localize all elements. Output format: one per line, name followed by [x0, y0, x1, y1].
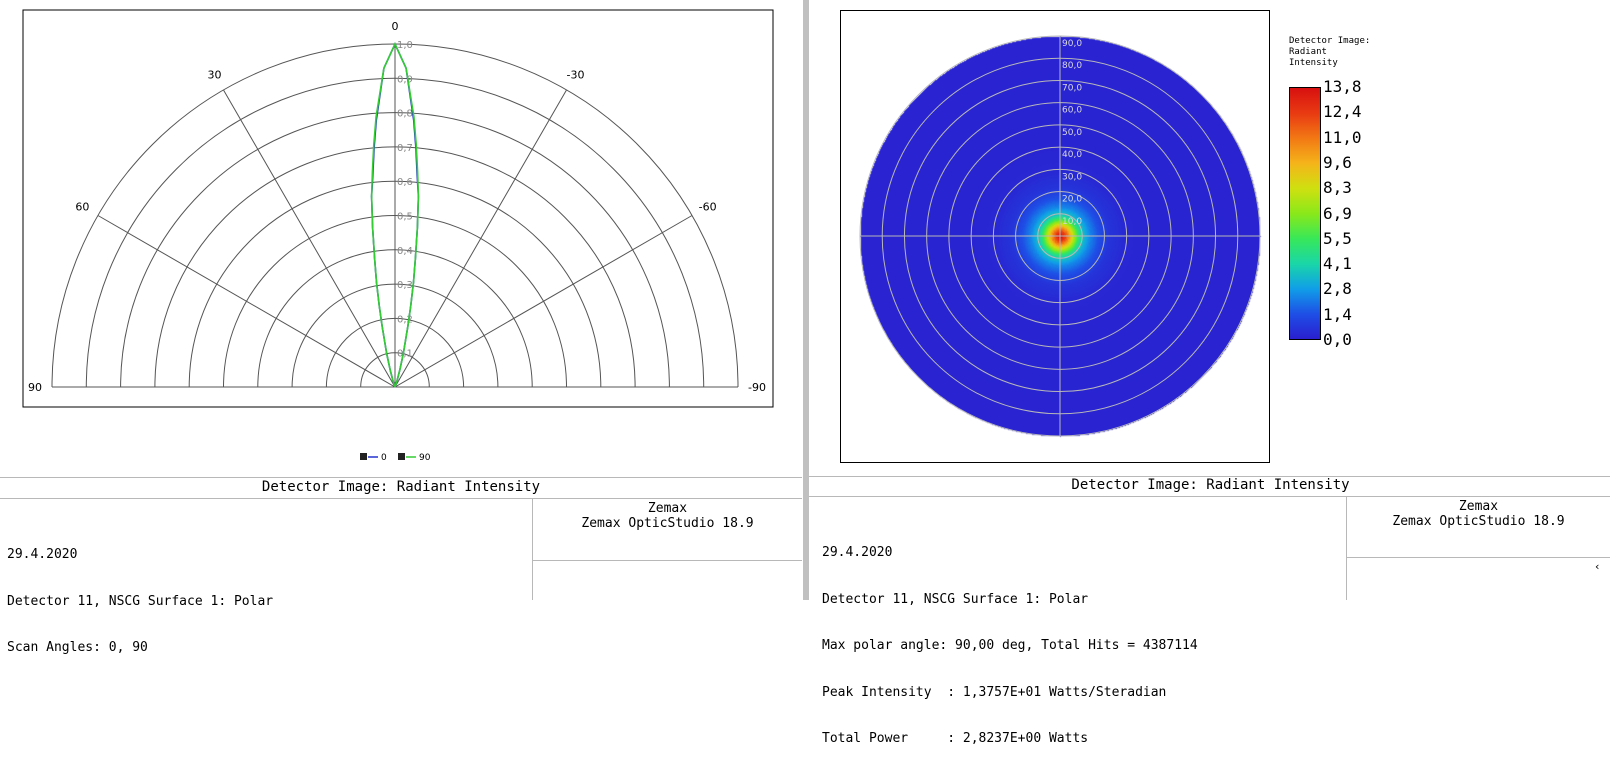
colorbar-title-line: Radiant — [1289, 47, 1327, 57]
angle-tick-label: 60 — [75, 201, 89, 214]
angle-tick-label: 90 — [28, 381, 42, 394]
radial-tick-label: 0,8 — [397, 109, 413, 120]
angle-tick-label: -60 — [699, 201, 717, 214]
radial-labels: 0,1 0,2 0,3 0,4 0,5 0,6 0,7 0,8 0,9 1,0 — [397, 40, 413, 360]
title-rule-top — [0, 477, 802, 478]
info-date: 29.4.2020 — [7, 547, 78, 562]
angle-labels: 0 30 -30 60 -60 90 -90 — [28, 20, 766, 394]
ring-label: 30,0 — [1062, 172, 1082, 182]
brand-box-left-edge — [532, 498, 533, 600]
info-max-polar-angle: Max polar angle: 90,00 deg, Total Hits =… — [822, 638, 1198, 653]
colorbar — [1289, 87, 1321, 340]
left-panel: 0 30 -30 60 -60 90 -90 0,1 0,2 0,3 0,4 0,5 0,6 0,7 0,… — [0, 0, 802, 655]
corner-mark: ‹ — [1594, 560, 1601, 573]
ring-label: 80,0 — [1062, 61, 1082, 71]
brand-box: Zemax Zemax OpticStudio 18.9 — [1347, 499, 1610, 529]
left-info-block: 29.4.2020 Detector 11, NSCG Surface 1: P… — [7, 516, 273, 687]
radial-tick-label: 0,2 — [397, 314, 413, 325]
legend: 0 90 — [360, 453, 431, 463]
info-detector: Detector 11, NSCG Surface 1: Polar — [822, 591, 1089, 607]
radial-tick-label: 0,1 — [397, 349, 413, 360]
right-info-block: 29.4.2020 Detector 11, NSCG Surface 1: P… — [822, 514, 1198, 778]
colorbar-tick-label: 1,4 — [1323, 304, 1352, 324]
radial-tick-label: 1,0 — [397, 40, 413, 51]
spoke-line — [394, 89, 567, 388]
ring-label: 10,0 — [1062, 217, 1082, 227]
colorbar-tick-label: 2,8 — [1323, 279, 1352, 299]
colorbar-tick-label: 12,4 — [1323, 102, 1362, 122]
brand-product: Zemax OpticStudio 18.9 — [1392, 514, 1565, 529]
detector-grid-overlay: 10,0 20,0 30,0 40,0 50,0 60,0 70,0 80,0 90,0 — [859, 35, 1261, 437]
brand-company: Zemax — [647, 501, 688, 516]
series-group — [370, 42, 420, 388]
panel-divider — [803, 0, 809, 600]
angle-tick-label: -90 — [748, 381, 766, 394]
info-peak-intensity: Peak Intensity : 1,3757E+01 Watts/Sterad… — [822, 684, 1167, 700]
brand-box-bottom — [532, 560, 802, 561]
brand-box: Zemax Zemax OpticStudio 18.9 — [533, 501, 802, 531]
radial-tick-label: 0,4 — [397, 246, 413, 257]
spoke-line — [97, 215, 396, 388]
angle-tick-label: 0 — [392, 20, 399, 33]
colorbar-title-line: Detector Image: — [1289, 36, 1371, 46]
colorbar-tick-label: 4,1 — [1323, 254, 1352, 274]
ring-label: 20,0 — [1062, 195, 1082, 205]
legend-label: 90 — [419, 453, 431, 463]
title-rule-top — [809, 476, 1610, 477]
colorbar-ticks: 13,8 12,4 11,0 9,6 8,3 6,9 5,5 4,1 2,8 1,4 0,0 — [1323, 79, 1383, 348]
title-rule-bottom — [0, 498, 802, 499]
colorbar-title: Detector Image: Radiant Intensity — [1289, 36, 1370, 69]
colorbar-tick-label: 0,0 — [1323, 330, 1352, 349]
legend-label: 0 — [381, 453, 387, 463]
right-panel: 10,0 20,0 30,0 40,0 50,0 60,0 70,0 80,0 90,0 Det… — [809, 0, 1610, 746]
radial-tick-label: 0,7 — [397, 143, 413, 154]
angle-tick-label: -30 — [567, 68, 585, 81]
info-detector: Detector 11, NSCG Surface 1: Polar — [7, 593, 274, 609]
ring-label: 50,0 — [1062, 128, 1082, 138]
radial-tick-label: 0,6 — [397, 177, 413, 188]
brand-box-bottom — [1346, 557, 1610, 558]
left-panel-title: Detector Image: Radiant Intensity — [261, 479, 541, 495]
colorbar-tick-label: 11,0 — [1323, 127, 1362, 147]
ring-label: 40,0 — [1062, 150, 1082, 160]
plot-frame — [22, 9, 774, 408]
colorbar-title-line: Intensity — [1289, 58, 1338, 68]
angle-tick-label: 30 — [208, 68, 222, 81]
ring-label: 60,0 — [1062, 106, 1082, 116]
ring-label: 70,0 — [1062, 83, 1082, 93]
radial-tick-label: 0,5 — [397, 212, 413, 223]
colorbar-tick-label: 9,6 — [1323, 152, 1352, 172]
colorbar-tick-label: 8,3 — [1323, 178, 1352, 198]
title-rule-bottom — [809, 496, 1610, 497]
info-total-power: Total Power : 2,8237E+00 Watts — [822, 731, 1089, 746]
colorbar-tick-label: 5,5 — [1323, 228, 1352, 248]
info-scan-angles: Scan Angles: 0, 90 — [7, 640, 148, 655]
radial-tick-label: 0,9 — [397, 74, 413, 85]
legend-marker — [398, 453, 405, 460]
polar-grid — [51, 43, 739, 388]
colorbar-tick-label: 13,8 — [1323, 77, 1362, 96]
spoke-line — [223, 89, 396, 388]
colorbar-tick-label: 6,9 — [1323, 203, 1352, 223]
spoke-line — [394, 215, 693, 388]
brand-company: Zemax — [1458, 499, 1499, 514]
ring-label: 90,0 — [1062, 39, 1082, 49]
legend-marker — [360, 453, 367, 460]
brand-box-left-edge — [1346, 496, 1347, 600]
legend-item: 0 — [360, 453, 387, 463]
series-line-90 — [370, 42, 420, 388]
info-date: 29.4.2020 — [822, 545, 893, 560]
right-panel-title: Detector Image: Radiant Intensity — [1071, 477, 1350, 493]
radial-tick-label: 0,3 — [397, 280, 413, 291]
legend-item: 90 — [398, 453, 431, 463]
brand-product: Zemax OpticStudio 18.9 — [581, 516, 754, 531]
